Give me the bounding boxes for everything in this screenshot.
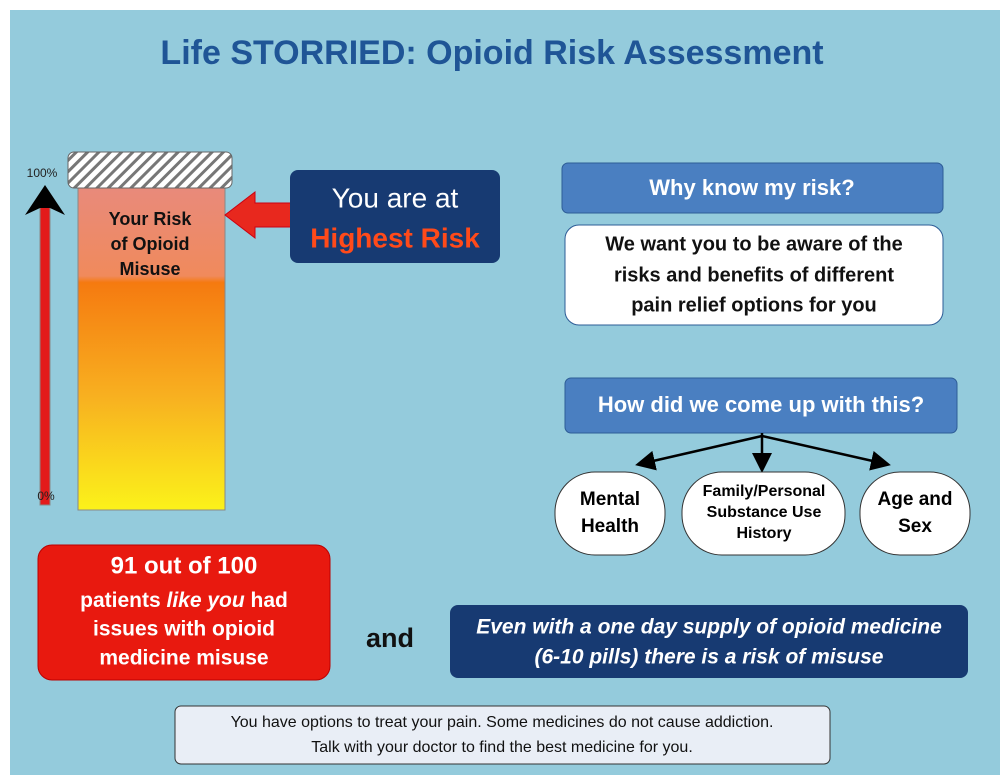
callout-text: You are at: [332, 182, 459, 213]
title: Life STORRIED: Opioid Risk Assessment: [160, 34, 823, 72]
footer-text: You have options to treat your pain. Som…: [231, 714, 774, 731]
infographic: Life STORRIED: Opioid Risk Assessment Yo…: [0, 0, 1003, 782]
stat-text: patients like you had: [80, 589, 288, 612]
supply-text: Even with a one day supply of opioid med…: [476, 616, 942, 639]
stat-headline: 91 out of 100: [111, 552, 258, 579]
factor-box: [860, 472, 970, 555]
stat-text-part: patients: [80, 589, 166, 612]
connector: and: [366, 623, 414, 653]
why-text: pain relief options for you: [631, 294, 877, 316]
stat-text: medicine misuse: [99, 647, 268, 670]
factor-box: [555, 472, 665, 555]
factor-text: History: [736, 525, 791, 542]
factor-text: Mental: [580, 489, 640, 510]
stat-text-italic: like you: [166, 589, 244, 612]
callout-risk: Highest Risk: [310, 222, 480, 253]
scale-top: 100%: [27, 166, 58, 180]
how-heading: How did we come up with this?: [598, 392, 924, 417]
why-text: risks and benefits of different: [614, 264, 894, 286]
meter-label: Misuse: [119, 259, 180, 279]
factor-text: Substance Use: [707, 504, 822, 521]
why-text: We want you to be aware of the: [605, 233, 902, 255]
factor-text: Age and: [878, 489, 953, 510]
stat-text: issues with opioid: [93, 618, 275, 641]
scale-bottom: 0%: [37, 489, 55, 503]
factor-text: Sex: [898, 516, 932, 537]
footer-text: Talk with your doctor to find the best m…: [311, 739, 693, 756]
meter-label: of Opioid: [111, 234, 190, 254]
stat-text-part: had: [245, 589, 288, 612]
pill-cap: [68, 152, 232, 188]
meter-label: Your Risk: [109, 209, 193, 229]
factor-text: Health: [581, 516, 639, 537]
why-heading: Why know my risk?: [649, 175, 854, 200]
scale-arrow: [40, 205, 50, 505]
page: Life STORRIED: Opioid Risk Assessment Yo…: [0, 0, 1003, 782]
supply-text: (6-10 pills) there is a risk of misuse: [535, 646, 884, 669]
factor-text: Family/Personal: [703, 483, 826, 500]
